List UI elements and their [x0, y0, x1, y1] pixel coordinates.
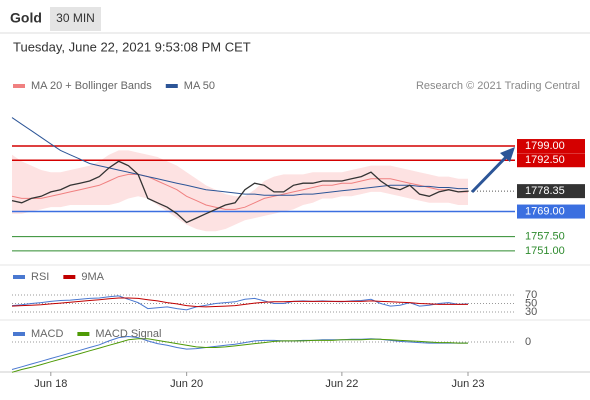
price-box — [517, 184, 585, 199]
legend-label: MACD Signal — [95, 328, 161, 340]
legend-swatch — [63, 275, 76, 279]
legend-label: MACD — [31, 328, 63, 340]
x-tick-label: Jun 18 — [34, 378, 67, 390]
level-box — [517, 139, 585, 154]
level-label: 1757.50 — [525, 231, 565, 243]
timestamp: Tuesday, June 22, 2021 9:53:08 PM CET — [13, 39, 251, 54]
level-box — [517, 153, 585, 168]
price-line — [11, 160, 469, 224]
legend-swatch — [13, 275, 25, 279]
forecast-arrow — [470, 147, 515, 194]
legend-swatch — [13, 84, 25, 88]
level-label: 1769.00 — [525, 205, 565, 217]
ma-line — [11, 117, 468, 196]
ma-line — [11, 173, 468, 210]
legend-label: MA 50 — [184, 80, 215, 92]
legend-swatch — [77, 332, 90, 336]
price-label: 1778.35 — [525, 185, 565, 197]
arrow-head — [500, 147, 515, 162]
legend-swatch — [13, 332, 25, 336]
timeframe-label[interactable]: 30 MIN — [56, 11, 95, 25]
instrument-title: Gold — [10, 10, 42, 26]
legend-label: RSI — [31, 271, 49, 283]
indicator-line — [11, 335, 468, 370]
credit: Research © 2021 Trading Central — [416, 80, 580, 92]
indicator-line — [11, 297, 468, 308]
y-tick-label: 50 — [525, 297, 537, 309]
y-tick-label: 30 — [525, 306, 537, 318]
level-label: 1751.00 — [525, 245, 565, 257]
x-tick-label: Jun 23 — [451, 378, 484, 390]
arrow-shaft — [470, 153, 510, 194]
level-label: 1792.50 — [525, 154, 565, 166]
level-box — [517, 204, 585, 219]
timeframe-tab[interactable] — [50, 7, 101, 31]
x-tick-label: Jun 20 — [170, 378, 203, 390]
bollinger-band — [12, 150, 468, 232]
y-tick-label: 0 — [525, 336, 531, 348]
x-tick-label: Jun 22 — [325, 378, 358, 390]
y-tick-label: 70 — [525, 289, 537, 301]
indicator-line — [11, 338, 468, 373]
level-label: 1799.00 — [525, 140, 565, 152]
legend-label: MA 20 + Bollinger Bands — [31, 80, 152, 92]
indicator-line — [11, 295, 469, 311]
legend-label: 9MA — [81, 271, 104, 283]
legend-swatch — [165, 84, 178, 88]
